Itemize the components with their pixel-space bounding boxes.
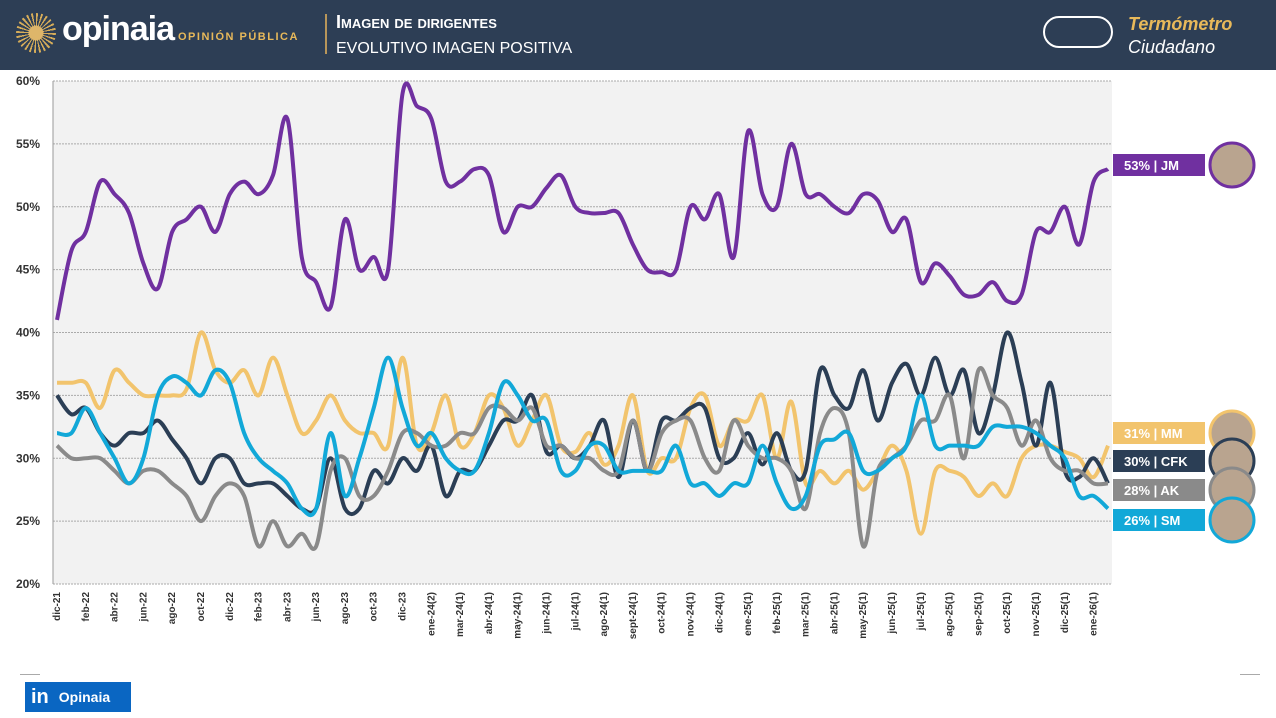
termometro-subtitle: Ciudadano	[1128, 37, 1216, 57]
end-label-bg	[1113, 154, 1205, 176]
x-tick-label: feb-23	[254, 592, 265, 622]
avatar-jm	[1208, 141, 1256, 189]
x-tick-label: abr-23	[282, 592, 293, 622]
end-label-cfk: 30% | CFK	[1124, 454, 1188, 469]
header: opinaia OPINIÓN PÚBLICA Imagen de dirige…	[0, 0, 1276, 70]
end-label-mm: 31% | MM	[1124, 426, 1183, 441]
divider	[1240, 674, 1260, 675]
x-tick-label: jun-23	[311, 592, 322, 623]
linkedin-label: Opinaia	[58, 689, 111, 705]
x-tick-label: feb-25(1)	[772, 592, 783, 634]
divider	[325, 14, 327, 54]
x-tick-label: ago-25(1)	[945, 592, 956, 636]
x-tick-label: jul-25(1)	[916, 592, 927, 631]
linkedin-icon: in	[31, 685, 49, 708]
x-tick-label: oct-25(1)	[1002, 592, 1013, 634]
end-label-bg	[1113, 509, 1205, 531]
x-tick-label: abr-25(1)	[829, 592, 840, 634]
x-tick-label: jun-25(1)	[887, 592, 898, 635]
y-tick-label: 55%	[16, 137, 40, 151]
end-label-bg	[1113, 422, 1205, 444]
linkedin-button[interactable]: in Opinaia	[25, 682, 131, 712]
end-label-bg	[1113, 479, 1205, 501]
x-tick-label: oct-23	[369, 592, 380, 622]
y-tick-label: 50%	[16, 200, 40, 214]
x-tick-label: nov-25(1)	[1031, 592, 1042, 636]
x-tick-label: dic-21	[52, 592, 63, 621]
x-tick-label: feb-22	[81, 592, 92, 622]
x-tick-label: jul-24(1)	[570, 592, 581, 631]
end-label-sm: 26% | SM	[1124, 513, 1180, 528]
x-tick-label: nov-24(1)	[685, 592, 696, 636]
series-line-mm	[57, 330, 1110, 536]
x-tick-label: jun-22	[138, 592, 149, 623]
x-tick-label: abr-22	[110, 592, 121, 622]
end-label-ak: 28% | AK	[1124, 483, 1180, 498]
termometro-title: Termómetro	[1128, 14, 1233, 34]
x-tick-label: may-25(1)	[858, 592, 869, 639]
x-tick-label: ene-26(1)	[1089, 592, 1100, 636]
x-tick-label: ago-24(1)	[599, 592, 610, 636]
x-tick-label: mar-24(1)	[455, 592, 466, 637]
y-tick-label: 40%	[16, 326, 40, 340]
series-line-sm	[56, 355, 1110, 518]
x-tick-label: abr-24(1)	[484, 592, 495, 634]
series-line-jm	[55, 81, 1110, 321]
x-tick-label: ene-25(1)	[743, 592, 754, 636]
x-tick-label: dic-25(1)	[1060, 592, 1071, 633]
x-tick-label: sep-25(1)	[973, 592, 984, 636]
x-tick-label: may-24(1)	[513, 592, 524, 639]
y-tick-label: 35%	[16, 388, 40, 402]
y-tick-label: 30%	[16, 451, 40, 465]
y-tick-label: 20%	[16, 577, 40, 591]
x-tick-label: ene-24(2)	[426, 592, 437, 636]
x-tick-label: ago-22	[167, 592, 178, 625]
y-tick-label: 25%	[16, 514, 40, 528]
x-tick-label: oct-22	[196, 592, 207, 622]
y-tick-label: 45%	[16, 263, 40, 277]
line-chart: 20% 25% 30% 35% 40% 45% 50% 55% 60% dic-21 feb-22 a…	[16, 74, 1256, 639]
opinaia-logo-icon	[16, 13, 56, 53]
x-tick-label: mar-25(1)	[801, 592, 812, 637]
x-tick-label: dic-23	[398, 592, 409, 621]
x-tick-label: dic-22	[225, 592, 236, 621]
divider	[20, 674, 40, 675]
y-tick-label: 60%	[16, 74, 40, 88]
series-line-ak	[55, 366, 1109, 551]
end-label-jm: 53% | JM	[1124, 158, 1179, 173]
x-tick-label: dic-24(1)	[714, 592, 725, 633]
end-label-bg	[1113, 450, 1205, 472]
brand-name: opinaia	[62, 10, 175, 48]
page-subtitle: EVOLUTIVO IMAGEN POSITIVA	[336, 40, 573, 57]
brand-subtitle: OPINIÓN PÚBLICA	[178, 31, 299, 43]
x-tick-label: sept-24(1)	[628, 592, 639, 639]
x-tick-label: ago-23	[340, 592, 351, 625]
x-tick-label: jun-24(1)	[542, 592, 553, 635]
speech-bubble-audio-icon	[1043, 16, 1113, 48]
avatar-sm	[1208, 496, 1256, 544]
page-title: Imagen de dirigentes	[336, 12, 497, 32]
x-tick-label: oct-24(1)	[657, 592, 668, 634]
